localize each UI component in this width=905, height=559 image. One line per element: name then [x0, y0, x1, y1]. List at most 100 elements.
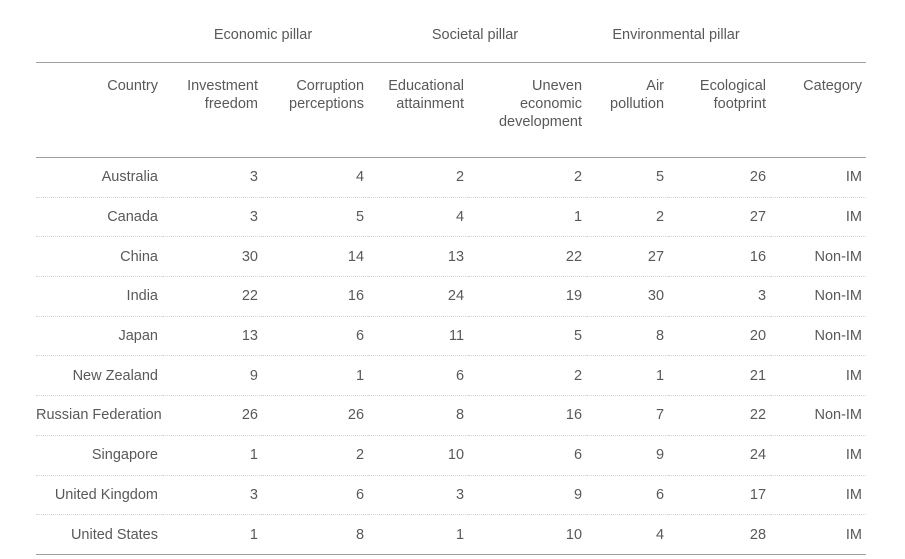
value-cell: 2	[573, 169, 583, 186]
value-cell: 5	[655, 169, 665, 186]
value-cell: 8	[586, 315, 669, 356]
pillar-header-economic-pillar: Economic pillar	[162, 8, 369, 63]
value-cell: 13	[368, 236, 469, 277]
column-header-category: Category	[770, 62, 867, 158]
category-cell: IM	[770, 514, 867, 555]
category-cell: IM	[845, 169, 863, 186]
value-cell: 13	[162, 315, 262, 356]
value-cell: 20	[668, 315, 771, 356]
country-cell: China	[36, 236, 162, 277]
value-cell: 9	[162, 355, 262, 396]
value-cell: 11	[368, 315, 469, 356]
table-row-canada: Canada 3 5 4 1 2 27 IM	[36, 196, 867, 237]
value-cell: 16	[668, 236, 771, 277]
column-header-label: Category	[803, 78, 863, 94]
value-cell: 1	[368, 514, 469, 555]
value-cell: 1	[468, 196, 587, 237]
value-cell: 6	[262, 315, 369, 356]
value-cell: 6	[586, 474, 669, 515]
column-header-label: Ecological footprint	[699, 78, 767, 112]
column-header-label: Air pollution	[610, 78, 665, 112]
value-cell: 17	[668, 474, 771, 515]
category-cell: Non-IM	[770, 395, 867, 436]
value-cell: 7	[586, 395, 669, 436]
country-cell: United Kingdom	[36, 474, 162, 515]
value-cell: 24	[668, 434, 771, 475]
pillar-header-societal-pillar: Societal pillar	[368, 8, 587, 63]
column-header-label: Investment freedom	[187, 78, 258, 112]
value-cell: 5	[468, 315, 587, 356]
value-cell: 26	[749, 169, 767, 186]
value-cell: 22	[162, 276, 262, 317]
category-cell: IM	[770, 474, 867, 515]
value-cell: 2	[468, 355, 587, 396]
table-row-new-zealand: New Zealand 9 1 6 2 1 21 IM	[36, 355, 867, 396]
value-cell: 2	[586, 196, 669, 237]
value-cell: 28	[668, 514, 771, 555]
category-cell: IM	[770, 196, 867, 237]
pillar-header-row: Economic pillar Societal pillar Environmen…	[36, 8, 867, 63]
value-cell: 4	[368, 196, 469, 237]
value-cell: 3	[162, 196, 262, 237]
column-header-educational-attainment: Educational attainment	[368, 62, 469, 158]
value-cell: 1	[586, 355, 669, 396]
value-cell: 6	[262, 474, 369, 515]
value-cell: 30	[162, 236, 262, 277]
value-cell: 4	[355, 169, 365, 186]
value-cell: 5	[262, 196, 369, 237]
value-cell: 10	[368, 434, 469, 475]
column-header-corruption-perceptions: Corruption perceptions	[262, 62, 369, 158]
pillar-header-spacer	[36, 8, 162, 63]
value-cell: 3	[162, 474, 262, 515]
table-row-singapore: Singapore 1 2 10 6 9 24 IM	[36, 434, 867, 475]
value-cell: 3	[668, 276, 771, 317]
country-cell: India	[36, 276, 162, 317]
column-header-ecological-footprint: Ecological footprint	[668, 62, 771, 158]
country-pillar-table: Economic pillar Societal pillar Environmen…	[36, 8, 867, 555]
country-cell: Canada	[36, 196, 162, 237]
value-cell: 6	[468, 434, 587, 475]
table-row-united-states: United States 1 8 1 10 4 28 IM	[36, 514, 867, 555]
value-cell: 9	[468, 474, 587, 515]
category-cell: Non-IM	[770, 315, 867, 356]
category-cell: IM	[770, 355, 867, 396]
pillar-header-environmental-pillar: Environmental pillar	[586, 8, 771, 63]
category-cell: IM	[770, 434, 867, 475]
country-cell: Russian Federation	[36, 395, 162, 436]
value-cell: 6	[368, 355, 469, 396]
value-cell: 27	[668, 196, 771, 237]
category-cell: Non-IM	[770, 236, 867, 277]
value-cell: 1	[262, 355, 369, 396]
column-header-investment-freedom: Investment freedom	[162, 62, 262, 158]
value-cell: 14	[262, 236, 369, 277]
table-row-china: China 30 14 13 22 27 16 Non-IM	[36, 236, 867, 277]
value-cell: 19	[468, 276, 587, 317]
country-cell: Japan	[36, 315, 162, 356]
value-cell: 1	[162, 514, 262, 555]
country-cell: Australia	[101, 169, 158, 186]
value-cell: 2	[262, 434, 369, 475]
country-cell: New Zealand	[36, 355, 162, 396]
table-row-japan: Japan 13 6 11 5 8 20 Non-IM	[36, 315, 867, 356]
column-header-air-pollution: Air pollution	[586, 62, 669, 158]
value-cell: 16	[262, 276, 369, 317]
table-row-russian-federation: Russian Federation 26 26 8 16 7 22 Non-IM	[36, 395, 867, 436]
column-header-uneven-economic-development: Uneven economic development	[468, 62, 587, 158]
value-cell: 27	[586, 236, 669, 277]
value-cell: 16	[468, 395, 587, 436]
value-cell: 21	[668, 355, 771, 396]
value-cell: 26	[262, 395, 369, 436]
country-cell: Singapore	[36, 434, 162, 475]
column-header-label: Country	[107, 78, 158, 94]
pillar-header-spacer	[770, 8, 867, 63]
table-row-united-kingdom: United Kingdom 3 6 3 9 6 17 IM	[36, 474, 867, 515]
value-cell: 10	[468, 514, 587, 555]
table-row-india: India 22 16 24 19 30 3 Non-IM	[36, 276, 867, 317]
value-cell: 3	[368, 474, 469, 515]
value-cell: 8	[368, 395, 469, 436]
value-cell: 3	[249, 169, 258, 186]
column-header-row: Country Investment freedom Corruption perc…	[36, 62, 867, 158]
value-cell: 1	[162, 434, 262, 475]
value-cell: 2	[455, 169, 465, 186]
